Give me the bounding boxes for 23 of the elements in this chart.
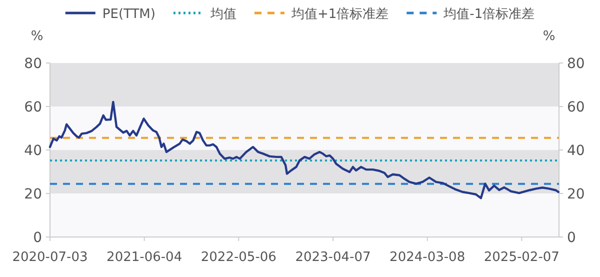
legend-label: PE(TTM): [102, 7, 156, 22]
y2-axis-title: %: [542, 29, 556, 44]
legend-label: 均值: [209, 7, 236, 22]
x-tick-label: 2023-04-07: [295, 250, 371, 265]
y-axis-title: %: [30, 29, 44, 44]
y2-tick-label: 80: [567, 56, 585, 72]
y-tick-label: 0: [33, 230, 42, 246]
x-tick-label: 2024-03-08: [390, 250, 466, 265]
y2-tick-label: 40: [567, 143, 585, 159]
x-tick-label: 2022-05-06: [200, 250, 276, 265]
y-tick-label: 60: [24, 100, 42, 116]
y2-tick-label: 0: [567, 230, 576, 246]
line-series: [48, 100, 560, 200]
x-tick-label: 2021-06-04: [106, 250, 182, 265]
y-tick-label: 20: [24, 186, 42, 202]
y-tick-label: 80: [24, 56, 42, 72]
y2-tick-label: 60: [567, 100, 585, 116]
x-tick-label: 2025-02-07: [484, 250, 560, 265]
y2-tick-label: 20: [567, 186, 585, 202]
legend-label: 均值-1倍标准差: [442, 7, 535, 22]
x-tick-label: 2020-07-03: [12, 250, 88, 265]
y-tick-label: 40: [24, 143, 42, 159]
legend-label: 均值+1倍标准差: [290, 7, 389, 22]
